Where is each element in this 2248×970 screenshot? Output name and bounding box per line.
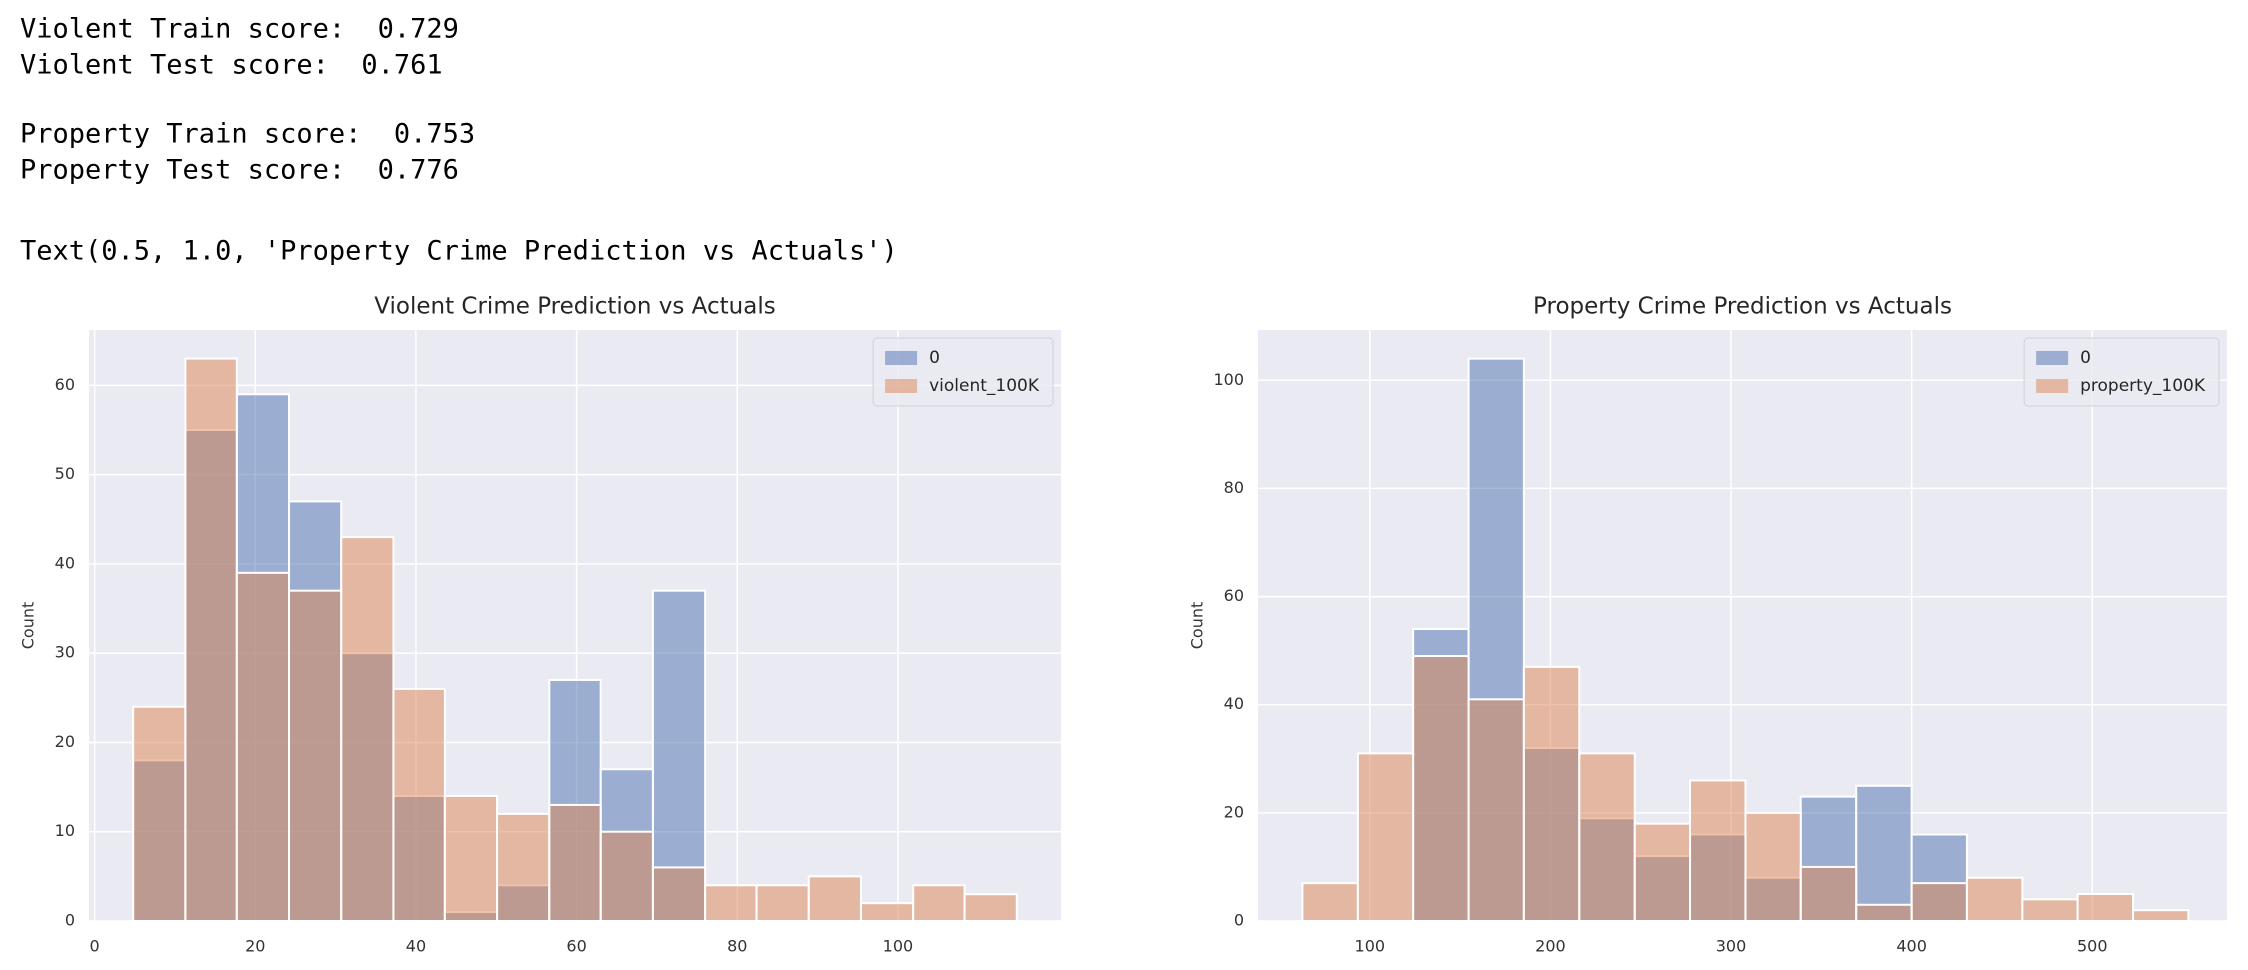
output-line: Violent Test score: 0.761 bbox=[20, 50, 443, 81]
histogram-bar bbox=[340, 536, 395, 922]
histogram-bar bbox=[184, 357, 238, 922]
legend-box bbox=[2023, 337, 2220, 407]
legend-label: violent_100K bbox=[929, 376, 1040, 396]
y-tick-label: 30 bbox=[55, 643, 75, 662]
histogram-bar bbox=[599, 830, 654, 923]
histogram-bar bbox=[859, 902, 915, 923]
histogram-bar bbox=[1522, 665, 1581, 922]
legend-label: 0 bbox=[2080, 348, 2091, 368]
x-tick-label: 200 bbox=[1535, 937, 1566, 956]
histogram-bar bbox=[912, 884, 966, 923]
histogram-bar bbox=[1855, 784, 1913, 922]
histogram-bar bbox=[2132, 909, 2190, 923]
y-tick-label: 50 bbox=[55, 464, 75, 483]
y-tick-label: 100 bbox=[1213, 370, 1244, 389]
histogram-bar bbox=[235, 571, 291, 923]
x-tick-label: 0 bbox=[90, 937, 100, 956]
y-tick-label: 60 bbox=[1224, 586, 1244, 605]
legend-label: 0 bbox=[929, 348, 940, 368]
histogram-bar bbox=[1744, 811, 1802, 923]
x-tick-label: 100 bbox=[1355, 937, 1386, 956]
histogram-bar bbox=[1301, 882, 1359, 922]
legend-swatch bbox=[2036, 379, 2069, 393]
histogram-bar bbox=[1689, 779, 1747, 922]
y-axis-label: Count bbox=[1188, 602, 1207, 650]
y-axis-label: Count bbox=[19, 602, 38, 650]
histogram-bar bbox=[1578, 752, 1636, 923]
output-line: Property Train score: 0.753 bbox=[20, 119, 475, 150]
y-tick-label: 60 bbox=[55, 375, 75, 394]
y-tick-label: 40 bbox=[1224, 694, 1244, 713]
histogram-bar bbox=[1910, 882, 1968, 922]
histogram-bar bbox=[807, 875, 862, 923]
histogram-bar bbox=[1799, 865, 1858, 923]
histogram-bar bbox=[132, 705, 187, 922]
histogram-bar bbox=[1356, 752, 1415, 923]
x-tick-label: 40 bbox=[406, 937, 426, 956]
histogram-bar bbox=[496, 812, 551, 923]
histogram-bar bbox=[2076, 892, 2135, 922]
chart-title: Violent Crime Prediction vs Actuals bbox=[374, 294, 775, 320]
histogram-bar bbox=[1633, 822, 1692, 923]
legend-box bbox=[872, 337, 1054, 407]
histogram-bar bbox=[1965, 876, 2024, 923]
y-tick-label: 40 bbox=[55, 553, 75, 572]
y-tick-label: 20 bbox=[55, 732, 75, 751]
histogram-bar bbox=[963, 893, 1018, 923]
y-tick-label: 20 bbox=[1224, 802, 1244, 821]
output-line: Property Test score: 0.776 bbox=[20, 155, 459, 186]
legend: 0 property_100K bbox=[2023, 337, 2220, 407]
chart-title: Property Crime Prediction vs Actuals bbox=[1533, 294, 1952, 320]
output-line: Text(0.5, 1.0, 'Property Crime Predictio… bbox=[20, 236, 898, 267]
histogram-bar bbox=[651, 866, 707, 923]
x-tick-label: 80 bbox=[727, 937, 747, 956]
x-tick-label: 500 bbox=[2077, 937, 2108, 956]
histogram-bar bbox=[1855, 903, 1913, 922]
legend: 0 violent_100K bbox=[872, 337, 1054, 407]
legend-swatch bbox=[885, 379, 918, 393]
output-line: Violent Train score: 0.729 bbox=[20, 14, 459, 45]
histogram-bar bbox=[288, 589, 343, 923]
x-tick-label: 20 bbox=[245, 937, 265, 956]
y-tick-label: 0 bbox=[65, 911, 75, 930]
histogram-bar bbox=[443, 795, 499, 922]
histogram-bar bbox=[548, 803, 602, 923]
x-tick-label: 60 bbox=[566, 937, 586, 956]
legend-label: property_100K bbox=[2080, 376, 2206, 396]
histogram-bar bbox=[755, 884, 810, 923]
histogram-bar bbox=[1467, 698, 1525, 923]
histogram-bar bbox=[392, 687, 446, 922]
x-tick-label: 100 bbox=[883, 937, 914, 956]
histogram-bar bbox=[1412, 655, 1470, 922]
legend-swatch bbox=[2036, 351, 2069, 365]
y-tick-label: 0 bbox=[1234, 911, 1244, 930]
y-tick-label: 10 bbox=[55, 821, 75, 840]
histogram-bar bbox=[704, 884, 758, 923]
legend-swatch bbox=[885, 351, 918, 365]
x-tick-label: 400 bbox=[1896, 937, 1927, 956]
y-tick-label: 80 bbox=[1224, 478, 1244, 497]
histogram-bar bbox=[651, 589, 707, 923]
x-tick-label: 300 bbox=[1716, 937, 1747, 956]
histogram-bar bbox=[2021, 898, 2079, 923]
